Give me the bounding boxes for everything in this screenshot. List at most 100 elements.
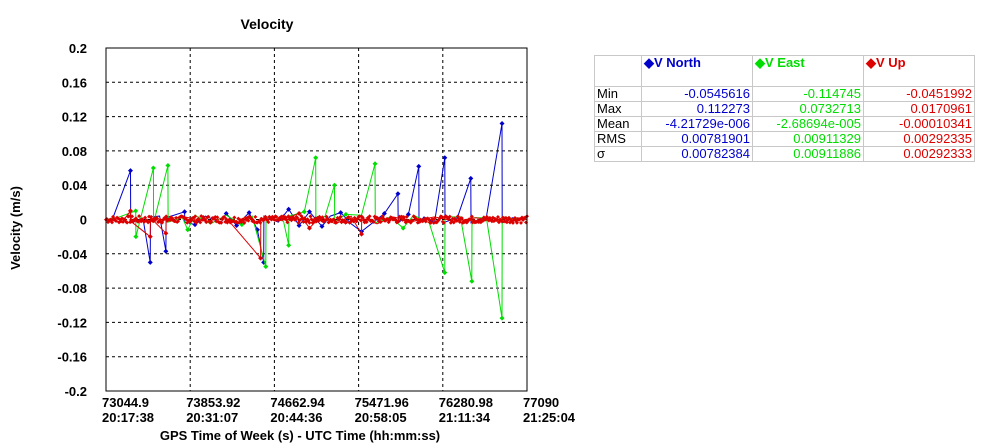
noise-point <box>316 218 321 223</box>
y-tick-label: 0.16 <box>62 75 87 90</box>
y-tick-label: 0.12 <box>62 110 87 125</box>
data-point <box>127 208 133 214</box>
noise-point <box>469 214 474 219</box>
series-v-north <box>105 120 528 265</box>
stats-row-label: Mean <box>594 116 642 132</box>
stats-cell: -0.114745 <box>752 86 864 102</box>
stats-corner-cell <box>594 55 642 87</box>
stats-cell: 0.00292335 <box>863 131 975 147</box>
noise-point <box>439 214 444 219</box>
plot-area-frame <box>105 47 528 392</box>
data-point <box>319 223 325 229</box>
data-point <box>306 209 312 215</box>
stats-row-label: σ <box>594 146 642 162</box>
x-tick-utc-label: 20:58:05 <box>355 410 407 425</box>
data-point <box>147 259 153 265</box>
data-point <box>296 210 302 216</box>
data-point <box>258 255 264 261</box>
stats-row-label: Max <box>594 101 642 117</box>
noise-point <box>307 220 312 225</box>
noise-point <box>193 214 198 219</box>
data-point <box>301 209 307 215</box>
x-tick-label: 77090 <box>523 395 559 410</box>
noise-point <box>428 220 433 225</box>
noise-point <box>285 220 290 225</box>
noise-point <box>209 219 214 224</box>
noise-point <box>130 214 135 219</box>
noise-point <box>110 220 115 225</box>
noise-point <box>518 220 523 225</box>
noise-point <box>457 219 462 224</box>
y-tick-label: -0.04 <box>57 247 87 262</box>
x-tick-label: 74662.94 <box>270 395 325 410</box>
noise-point <box>344 220 349 225</box>
noise-point <box>325 217 330 222</box>
chart-title: Velocity <box>241 16 294 32</box>
data-point <box>331 182 337 188</box>
noise-point <box>164 214 169 219</box>
statistics-table: ◆V North ◆V East ◆V Up Min -0.0545616 -0… <box>594 55 975 162</box>
noise-point <box>338 214 343 219</box>
x-tick-label: 73853.92 <box>186 395 240 410</box>
noise-point <box>454 218 459 223</box>
stats-cell: -2.68694e-005 <box>752 116 864 132</box>
y-tick-label: 0 <box>80 213 87 228</box>
data-point <box>468 175 474 181</box>
noise-point <box>371 219 376 224</box>
noise-point <box>396 218 401 223</box>
noise-point <box>441 220 446 225</box>
noise-point <box>495 214 500 219</box>
y-tick-label: -0.2 <box>65 384 87 399</box>
data-point <box>313 155 319 161</box>
data-point <box>372 161 378 167</box>
noise-point <box>215 215 220 220</box>
stats-cell: 0.00911886 <box>752 146 864 162</box>
data-point <box>286 206 292 212</box>
y-tick-label: 0.08 <box>62 144 87 159</box>
data-point <box>469 278 475 284</box>
stats-cell: 0.0170961 <box>863 101 975 117</box>
y-tick-label: -0.16 <box>57 350 87 365</box>
y-tick-label: -0.12 <box>57 315 87 330</box>
noise-point <box>125 220 130 225</box>
noise-point <box>334 220 339 225</box>
data-point <box>499 315 505 321</box>
noise-point <box>295 215 300 220</box>
data-point <box>163 230 169 236</box>
data-point <box>246 210 252 216</box>
noise-point <box>451 220 456 225</box>
stats-header-v-east: ◆V East <box>752 55 864 87</box>
noise-point <box>137 214 142 219</box>
stats-cell: 0.0732713 <box>752 101 864 117</box>
series-layer <box>104 120 529 321</box>
x-tick-label: 73044.9 <box>102 395 149 410</box>
x-axis-label: GPS Time of Week (s) - UTC Time (hh:mm:s… <box>160 428 440 443</box>
noise-point <box>404 214 409 219</box>
noise-point <box>274 214 279 219</box>
noise-point <box>114 218 119 223</box>
noise-point <box>176 219 181 224</box>
data-point <box>133 234 139 240</box>
stats-cell: 0.00781901 <box>641 131 753 147</box>
data-point <box>306 225 312 231</box>
y-tick-label: 0.2 <box>69 41 87 56</box>
data-point <box>338 210 344 216</box>
stats-header-v-up: ◆V Up <box>863 55 975 87</box>
noise-point <box>272 217 277 222</box>
x-tick-utc-label: 20:17:38 <box>102 410 154 425</box>
data-point <box>381 210 387 216</box>
noise-point <box>459 216 464 221</box>
data-point <box>343 211 349 217</box>
data-point <box>395 191 401 197</box>
x-tick-utc-label: 21:25:04 <box>523 410 576 425</box>
stats-row-min: Min -0.0545616 -0.114745 -0.0451992 <box>594 86 975 102</box>
stats-header-v-up-label: V Up <box>876 55 906 70</box>
stats-cell: -0.0545616 <box>641 86 753 102</box>
noise-point <box>198 220 203 225</box>
data-point <box>182 209 188 215</box>
data-point <box>286 242 292 248</box>
noise-point <box>155 216 160 221</box>
noise-point <box>174 215 179 220</box>
stats-header-v-north: ◆V North <box>641 55 753 87</box>
